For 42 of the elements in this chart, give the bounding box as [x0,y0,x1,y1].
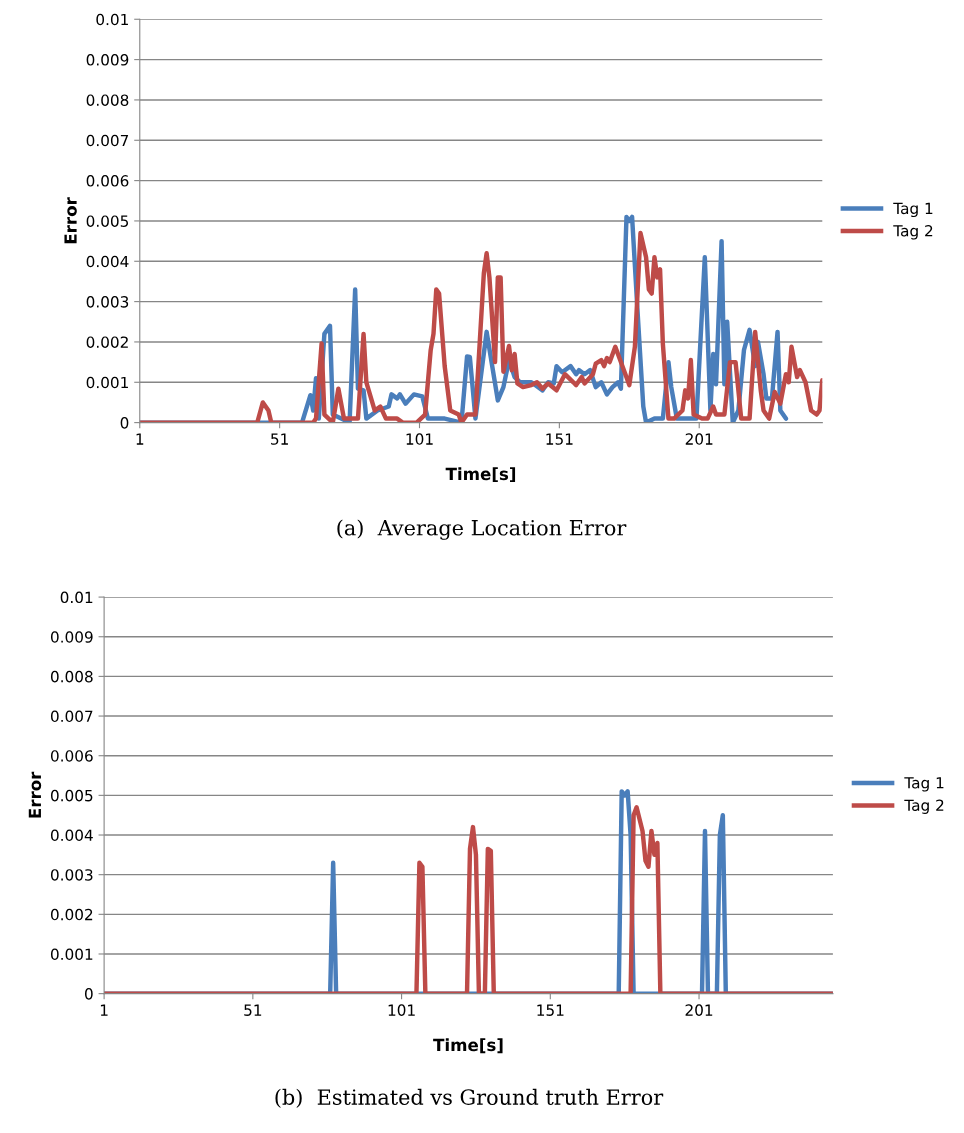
x-tick-label: 151 [546,433,573,445]
y-tick-label: 0 [84,988,93,1000]
y-tick-label: 0.006 [50,750,93,762]
y-tick-label: 0.001 [86,376,128,389]
y-tick-label: 0.01 [96,13,128,26]
y-tick-label: 0.004 [86,255,129,268]
text: (b) Estimated vs Ground truth Error [275,1088,664,1108]
y-tick-label: 0.005 [86,215,129,227]
x-tick-label: 151 [537,1004,564,1016]
x-tick-label: 1 [100,1004,108,1016]
x-tick-label: 1 [136,433,144,445]
y-tick-label: 0.007 [86,134,129,147]
y-tick-label: 0.008 [50,670,93,683]
x-tick-label: 51 [244,1004,262,1016]
y-axis-title: Error [64,197,77,244]
x-tick-label: 101 [406,433,433,445]
x-axis-title: Time[s] [433,1038,503,1054]
x-tick-label: 101 [388,1004,415,1016]
y-tick-label: 0.007 [50,710,93,723]
y-tick-label: 0.001 [50,948,93,961]
y-axis-title: Error [28,771,42,818]
legend-label: Tag 2 [904,799,944,814]
y-tick-label: 0.008 [86,94,129,106]
y-tick-label: 0.003 [50,869,93,881]
y-tick-label: 0.004 [50,829,93,842]
legend-label: Tag 1 [904,777,944,792]
legend-label: Tag 1 [893,202,933,218]
y-tick-label: 0.009 [86,54,129,66]
y-tick-label: 0.003 [86,296,129,308]
y-tick-label: 0.002 [50,908,93,921]
x-tick-label: 201 [685,1004,713,1016]
x-axis-title: Time[s] [445,467,516,483]
x-tick-label: 201 [685,433,713,445]
y-tick-label: 0 [120,417,129,429]
y-tick-label: 0.006 [86,175,129,187]
x-tick-label: 51 [271,433,288,445]
text: (a) Average Location Error [337,519,627,540]
y-tick-label: 0.005 [50,789,93,802]
y-tick-label: 0.002 [86,336,128,348]
y-tick-label: 0.01 [60,591,93,604]
legend-label: Tag 2 [893,225,933,240]
y-tick-label: 0.009 [50,631,93,643]
